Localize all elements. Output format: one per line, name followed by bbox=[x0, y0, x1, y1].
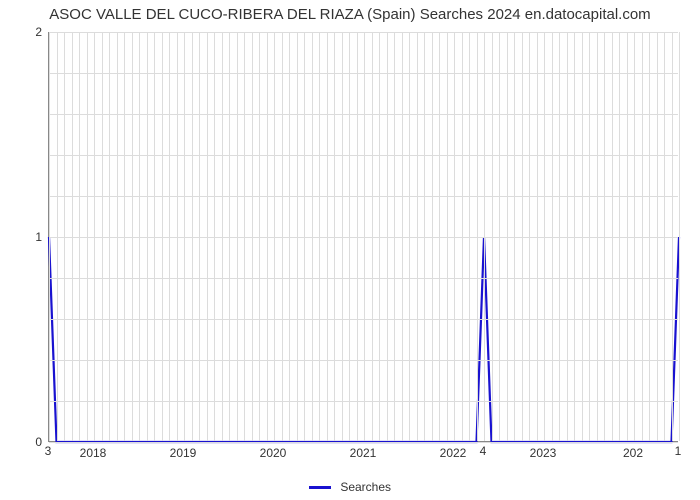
plot-area bbox=[48, 32, 678, 442]
peak-label: 3 bbox=[45, 444, 52, 458]
gridline-horizontal bbox=[49, 114, 678, 115]
y-tick-label: 0 bbox=[12, 435, 42, 449]
gridline-horizontal bbox=[49, 278, 678, 279]
x-tick-label: 2020 bbox=[260, 446, 287, 460]
x-tick-label: 2018 bbox=[80, 446, 107, 460]
y-tick-label: 1 bbox=[12, 230, 42, 244]
gridline-horizontal bbox=[49, 360, 678, 361]
x-tick-label: 2022 bbox=[440, 446, 467, 460]
x-tick-label: 2023 bbox=[530, 446, 557, 460]
gridline-vertical bbox=[679, 32, 680, 441]
peak-label: 4 bbox=[480, 444, 487, 458]
gridline-horizontal bbox=[49, 442, 678, 443]
legend: Searches bbox=[0, 479, 700, 494]
gridline-horizontal bbox=[49, 155, 678, 156]
y-tick-label: 2 bbox=[12, 25, 42, 39]
gridline-horizontal bbox=[49, 32, 678, 33]
gridline-horizontal bbox=[49, 73, 678, 74]
chart-title: ASOC VALLE DEL CUCO-RIBERA DEL RIAZA (Sp… bbox=[0, 6, 700, 23]
legend-label: Searches bbox=[340, 480, 391, 494]
x-tick-label: 202 bbox=[623, 446, 643, 460]
gridline-horizontal bbox=[49, 319, 678, 320]
legend-swatch bbox=[309, 486, 331, 489]
gridline-horizontal bbox=[49, 401, 678, 402]
peak-label: 1 bbox=[675, 444, 682, 458]
x-tick-label: 2021 bbox=[350, 446, 377, 460]
gridline-horizontal bbox=[49, 196, 678, 197]
gridline-horizontal bbox=[49, 237, 678, 238]
x-tick-label: 2019 bbox=[170, 446, 197, 460]
